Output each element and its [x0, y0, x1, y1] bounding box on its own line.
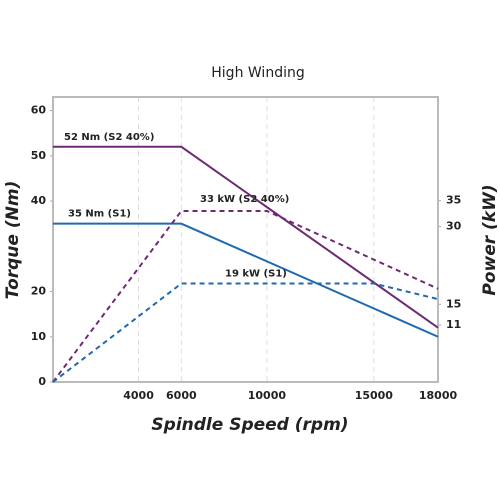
- series-line: [52, 282, 439, 383]
- x-tick-label: 4000: [123, 389, 154, 402]
- annotation: 33 kW (S2 40%): [200, 194, 289, 205]
- y2-tick-label: 35: [446, 194, 461, 207]
- y-tick-label: 20: [31, 285, 47, 298]
- x-tick-label: 10000: [248, 389, 287, 402]
- y2-tick-label: 15: [446, 297, 461, 310]
- y2-tick-label: 11: [446, 318, 461, 331]
- series-line: [53, 222, 439, 338]
- series-line: [52, 210, 439, 383]
- series-line: [53, 145, 439, 329]
- x-axis-label: Spindle Speed (rpm): [151, 415, 348, 435]
- plot-frame: [52, 96, 439, 383]
- y2-axis-label: Power (kW): [480, 184, 500, 295]
- annotation: 19 kW (S1): [225, 269, 287, 280]
- y-tick-label: 10: [31, 330, 47, 343]
- chart-title: High Winding: [211, 65, 304, 81]
- x-tick-label: 18000: [419, 389, 458, 402]
- y-tick-label: 0: [38, 375, 46, 388]
- y-tick-label: 50: [31, 149, 47, 162]
- y2-tick-label: 30: [446, 220, 462, 233]
- y-axis-label: Torque (Nm): [3, 181, 23, 300]
- x-tick-label: 6000: [166, 389, 197, 402]
- y-tick-label: 60: [31, 104, 47, 117]
- annotation: 52 Nm (S2 40%): [64, 132, 154, 143]
- annotation: 35 Nm (S1): [68, 209, 131, 220]
- x-tick-label: 15000: [355, 389, 394, 402]
- y-tick-label: 40: [31, 194, 47, 207]
